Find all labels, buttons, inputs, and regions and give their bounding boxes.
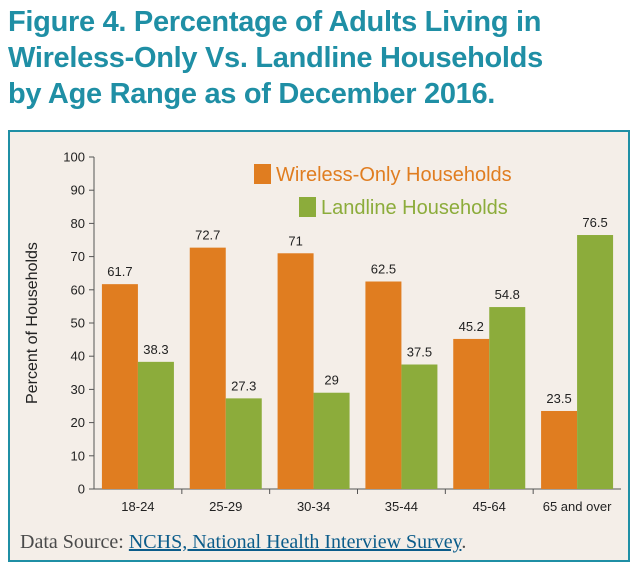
data-label: 38.3 xyxy=(143,342,168,357)
data-source-suffix: . xyxy=(461,531,467,553)
figure-title: Figure 4. Percentage of Adults Living in… xyxy=(8,4,628,112)
legend-label: Wireless-Only Households xyxy=(276,164,512,186)
title-line-2: Wireless-Only Vs. Landline Households xyxy=(8,42,543,74)
bar-wireless xyxy=(453,338,490,489)
x-tick-label: 35-44 xyxy=(385,499,418,514)
bar-landline xyxy=(225,398,262,489)
y-tick-label: 50 xyxy=(71,316,85,331)
data-source-link[interactable]: NCHS, National Health Interview Survey xyxy=(128,531,462,553)
y-tick-label: 10 xyxy=(71,448,85,463)
y-tick-label: 90 xyxy=(71,183,85,198)
x-tick-label: 25-29 xyxy=(209,499,242,514)
x-tick-label: 45-64 xyxy=(473,499,506,514)
y-tick-label: 60 xyxy=(71,282,85,297)
y-tick-label: 80 xyxy=(71,216,85,231)
bar-landline xyxy=(489,307,526,489)
y-tick-label: 40 xyxy=(71,349,85,364)
y-tick-label: 0 xyxy=(78,482,85,497)
bar-landline xyxy=(577,235,614,489)
x-tick-label: 18-24 xyxy=(121,499,154,514)
data-label: 37.5 xyxy=(407,345,432,360)
bar-wireless xyxy=(101,284,138,489)
data-label: 62.5 xyxy=(371,262,396,277)
y-tick-label: 70 xyxy=(71,249,85,264)
legend-swatch xyxy=(299,197,316,217)
data-label: 61.7 xyxy=(107,264,132,279)
data-label: 45.2 xyxy=(459,319,484,334)
bar-wireless xyxy=(365,281,402,489)
y-tick-label: 20 xyxy=(71,415,85,430)
y-axis-title: Percent of Households xyxy=(24,242,41,404)
data-label: 27.3 xyxy=(231,378,256,393)
data-source-prefix: Data Source: xyxy=(20,531,129,553)
data-label: 76.5 xyxy=(582,215,607,230)
x-tick-label: 65 and over xyxy=(543,499,612,514)
bar-wireless xyxy=(277,253,314,489)
data-label: 71 xyxy=(288,233,302,248)
bar-wireless xyxy=(189,247,226,489)
title-line-1: Figure 4. Percentage of Adults Living in xyxy=(8,6,542,38)
x-tick-label: 30-34 xyxy=(297,499,330,514)
title-line-3: by Age Range as of December 2016. xyxy=(8,78,496,110)
data-label: 29 xyxy=(324,373,338,388)
legend-label: Landline Households xyxy=(321,197,508,219)
bar-wireless xyxy=(541,410,578,489)
data-label: 54.8 xyxy=(495,287,520,302)
bar-landline xyxy=(401,364,438,489)
data-source: Data Source: NCHS, National Health Inter… xyxy=(20,531,466,554)
y-tick-label: 30 xyxy=(71,382,85,397)
y-tick-label: 100 xyxy=(63,150,85,165)
data-label: 23.5 xyxy=(546,391,571,406)
bar-landline xyxy=(313,392,350,489)
bar-landline xyxy=(137,361,174,489)
legend-swatch xyxy=(254,164,271,184)
data-label: 72.7 xyxy=(195,228,220,243)
